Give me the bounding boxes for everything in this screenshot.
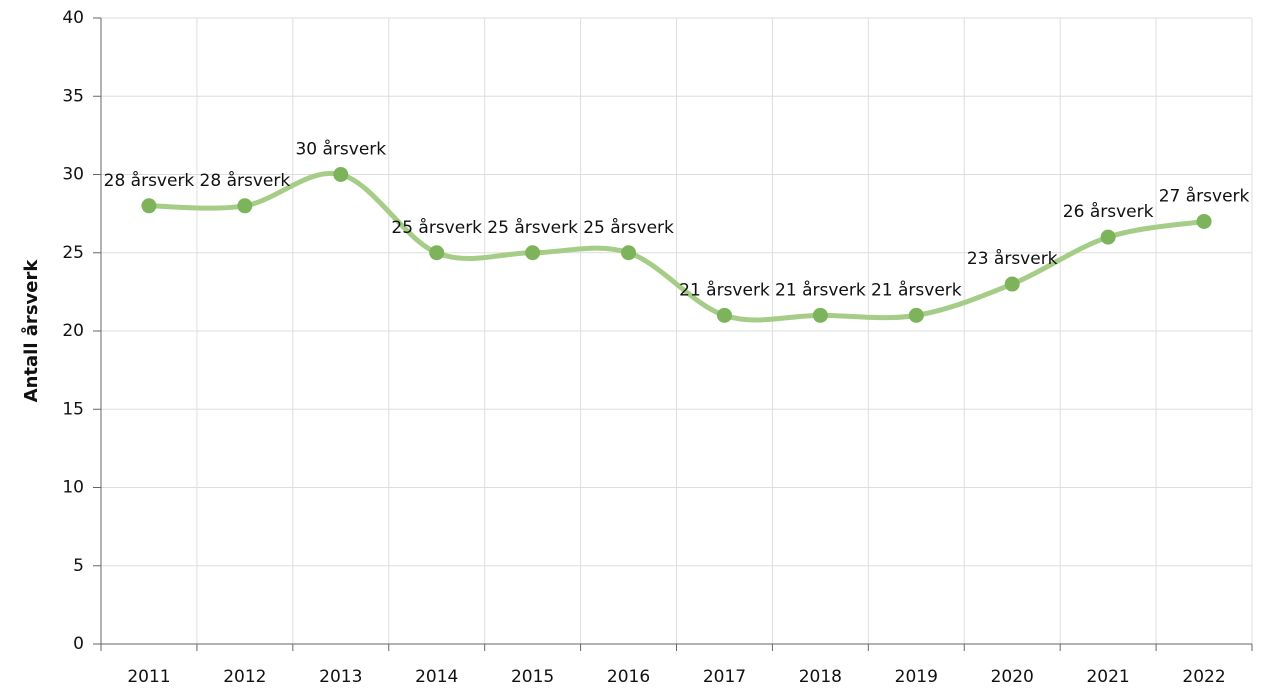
marker	[429, 245, 445, 261]
x-tick-label: 2016	[607, 667, 650, 687]
x-tick-label: 2021	[1086, 667, 1129, 687]
data-label: 23 årsverk	[967, 248, 1058, 269]
y-tick-label: 5	[73, 556, 84, 576]
marker	[621, 245, 637, 261]
y-tick-label: 0	[73, 634, 84, 654]
x-tick-label: 2012	[223, 667, 266, 687]
x-tick-label: 2022	[1182, 667, 1225, 687]
x-tick-label: 2019	[895, 667, 938, 687]
marker	[1004, 276, 1020, 292]
data-label: 26 årsverk	[1063, 201, 1154, 222]
y-tick-label: 20	[62, 321, 84, 341]
marker	[812, 307, 828, 323]
x-tick-label: 2017	[703, 667, 746, 687]
marker	[333, 167, 349, 182]
y-tick-label: 25	[62, 243, 84, 263]
y-tick-label: 15	[62, 399, 84, 419]
x-tick-label: 2013	[319, 667, 362, 687]
data-label: 28 årsverk	[200, 170, 291, 191]
marker	[525, 245, 541, 261]
y-tick-label: 10	[62, 478, 84, 498]
marker	[1196, 213, 1212, 229]
marker	[141, 198, 157, 214]
data-label: 25 årsverk	[487, 217, 578, 238]
x-tick-label: 2014	[415, 667, 458, 687]
data-label: 21 årsverk	[775, 279, 866, 300]
data-label: 21 årsverk	[679, 279, 770, 300]
x-tick-label: 2011	[127, 667, 170, 687]
y-tick-label: 40	[62, 8, 84, 28]
marker	[908, 307, 924, 323]
x-tick-label: 2020	[991, 667, 1034, 687]
data-label: 25 årsverk	[583, 217, 674, 238]
marker	[237, 198, 253, 214]
marker	[716, 307, 732, 323]
data-label: 25 årsverk	[391, 217, 482, 238]
x-tick-label: 2015	[511, 667, 554, 687]
x-tick-label: 2018	[799, 667, 842, 687]
data-label: 27 årsverk	[1159, 185, 1250, 206]
y-axis-label: Antall årsverk	[20, 259, 42, 403]
data-label: 28 årsverk	[104, 170, 195, 191]
marker	[1100, 229, 1116, 245]
data-label: 21 årsverk	[871, 279, 962, 300]
y-tick-label: 35	[62, 86, 84, 106]
data-label: 30 årsverk	[295, 139, 386, 160]
y-tick-label: 30	[62, 165, 84, 185]
